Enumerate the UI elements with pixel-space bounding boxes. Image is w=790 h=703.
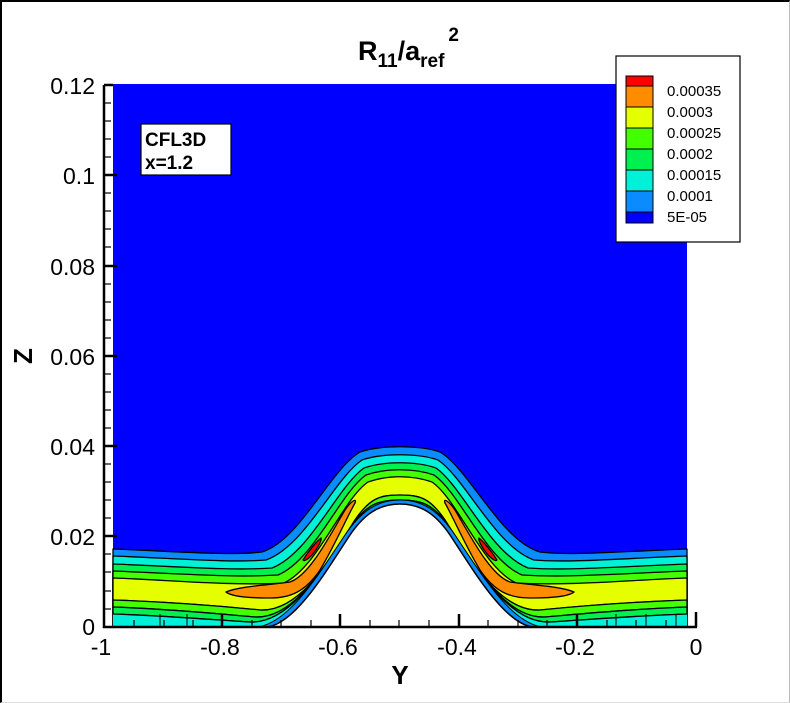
y-tick-labels: 0 0.02 0.04 0.06 0.08 0.1 0.12 bbox=[50, 73, 95, 640]
svg-text:0.04: 0.04 bbox=[50, 434, 95, 460]
legend-swatch-3 bbox=[625, 127, 654, 150]
band-3-5e-04-right bbox=[478, 537, 498, 562]
legend-swatch-5 bbox=[625, 169, 654, 192]
y-minor-ticks bbox=[104, 102, 111, 610]
svg-text:0.12: 0.12 bbox=[50, 73, 95, 99]
svg-text:-1: -1 bbox=[91, 634, 111, 660]
svg-text:0.02: 0.02 bbox=[50, 524, 95, 550]
band-3e-04-left bbox=[225, 499, 357, 599]
svg-text:0: 0 bbox=[690, 634, 703, 660]
axes bbox=[102, 83, 698, 629]
x-major-ticks bbox=[220, 614, 579, 627]
band-3-5e-04-left bbox=[302, 537, 322, 562]
svg-text:0.1: 0.1 bbox=[63, 163, 95, 189]
legend-swatch-2 bbox=[625, 106, 654, 129]
svg-text:-0.4: -0.4 bbox=[437, 634, 477, 660]
annotation-solver: CFL3D bbox=[145, 130, 206, 151]
x-tick-labels: -1 -0.8 -0.6 -0.4 -0.2 0 bbox=[91, 634, 703, 660]
svg-text:0: 0 bbox=[82, 614, 95, 640]
svg-text:-0.2: -0.2 bbox=[555, 634, 595, 660]
chart-title: R11/aref2 bbox=[358, 25, 459, 72]
legend-label-5: 0.0001 bbox=[667, 188, 713, 205]
legend-swatch-1 bbox=[625, 85, 654, 108]
legend-label-1: 0.0003 bbox=[667, 104, 713, 121]
y-major-ticks bbox=[104, 173, 117, 538]
svg-text:0.08: 0.08 bbox=[50, 254, 95, 280]
svg-text:0.06: 0.06 bbox=[50, 344, 95, 370]
annotation-box: CFL3D x=1.2 bbox=[140, 123, 232, 176]
legend-label-6: 5E-05 bbox=[667, 209, 707, 226]
legend-swatch-4 bbox=[625, 148, 654, 171]
legend-label-2: 0.00025 bbox=[667, 125, 721, 142]
annotation-station: x=1.2 bbox=[145, 153, 193, 174]
y-axis-title: Z bbox=[8, 348, 38, 364]
svg-text:-0.6: -0.6 bbox=[318, 634, 358, 660]
x-axis-title: Y bbox=[391, 660, 408, 690]
x-minor-ticks bbox=[133, 620, 667, 627]
svg-text:-0.8: -0.8 bbox=[200, 634, 240, 660]
contour-plot-area bbox=[112, 84, 688, 628]
legend-swatch-6 bbox=[625, 190, 654, 213]
legend: 0.00035 0.0003 0.00025 0.0002 0.00015 0.… bbox=[615, 55, 741, 243]
legend-label-4: 0.00015 bbox=[667, 167, 721, 184]
legend-label-3: 0.0002 bbox=[667, 146, 713, 163]
legend-label-0: 0.00035 bbox=[667, 83, 721, 100]
bump-surface bbox=[267, 503, 533, 628]
band-3e-04-right bbox=[443, 499, 575, 599]
legend-swatch-0 bbox=[625, 75, 654, 87]
legend-swatch-7 bbox=[625, 211, 654, 224]
